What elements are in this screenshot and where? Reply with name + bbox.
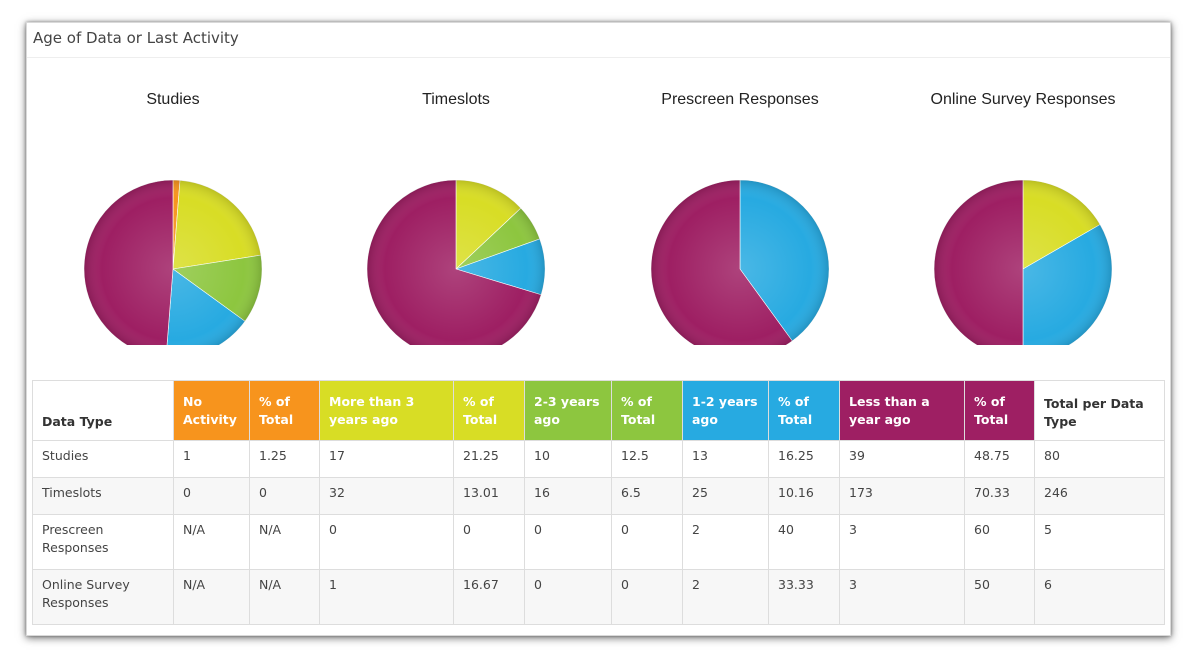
cell-no-activity: 0: [173, 477, 250, 515]
header-pct-2-3-years: % of Total: [611, 380, 683, 441]
header-pct-more-than-3: % of Total: [453, 380, 525, 441]
cell-more-than-3: 17: [319, 440, 454, 478]
header-data-type: Data Type: [32, 380, 174, 441]
header-pct-no-activity: % of Total: [249, 380, 320, 441]
age-of-data-panel: Age of Data or Last Activity Studies Tim…: [26, 22, 1171, 636]
cell-total: 246: [1034, 477, 1165, 515]
cell-data-type: Timeslots: [32, 477, 174, 515]
charts-row: Studies Timeslots Prescreen Responses On…: [27, 83, 1172, 353]
cell-2-3-years: 10: [524, 440, 612, 478]
cell-pct-less-than-1: 48.75: [964, 440, 1035, 478]
pie-studies: [83, 179, 263, 345]
header-less-than-1: Less than a year ago: [839, 380, 965, 441]
chart-title-online-survey: Online Survey Responses: [930, 91, 1116, 108]
panel-title: Age of Data or Last Activity: [27, 23, 1170, 58]
header-no-activity: No Activity: [173, 380, 250, 441]
cell-pct-less-than-1: 60: [964, 514, 1035, 570]
header-pct-less-than-1: % of Total: [964, 380, 1035, 441]
table-header-row: Data Type No Activity % of Total More th…: [32, 380, 1165, 441]
cell-2-3-years: 0: [524, 514, 612, 570]
chart-studies: Studies: [31, 83, 315, 353]
cell-less-than-1: 3: [839, 514, 965, 570]
cell-pct-more-than-3: 16.67: [453, 569, 525, 625]
cell-no-activity: N/A: [173, 569, 250, 625]
header-pct-1-2-years: % of Total: [768, 380, 840, 441]
cell-no-activity: 1: [173, 440, 250, 478]
cell-data-type: Prescreen Responses: [32, 514, 174, 570]
cell-more-than-3: 32: [319, 477, 454, 515]
cell-total: 6: [1034, 569, 1165, 625]
cell-less-than-1: 173: [839, 477, 965, 515]
cell-1-2-years: 13: [682, 440, 769, 478]
cell-pct-more-than-3: 21.25: [453, 440, 525, 478]
cell-data-type: Studies: [32, 440, 174, 478]
cell-pct-1-2-years: 40: [768, 514, 840, 570]
cell-1-2-years: 2: [682, 514, 769, 570]
cell-less-than-1: 3: [839, 569, 965, 625]
cell-no-activity: N/A: [173, 514, 250, 570]
chart-title-studies: Studies: [146, 91, 200, 108]
cell-1-2-years: 2: [682, 569, 769, 625]
pie-slice-more-than-3-years[interactable]: [172, 179, 262, 270]
cell-data-type: Online Survey Responses: [32, 569, 174, 625]
cell-pct-2-3-years: 12.5: [611, 440, 683, 478]
cell-pct-no-activity: 1.25: [249, 440, 320, 478]
age-data-table: Data Type No Activity % of Total More th…: [32, 380, 1165, 625]
cell-pct-1-2-years: 16.25: [768, 440, 840, 478]
cell-pct-2-3-years: 0: [611, 569, 683, 625]
cell-pct-2-3-years: 0: [611, 514, 683, 570]
cell-pct-more-than-3: 13.01: [453, 477, 525, 515]
cell-pct-2-3-years: 6.5: [611, 477, 683, 515]
cell-2-3-years: 16: [524, 477, 612, 515]
cell-2-3-years: 0: [524, 569, 612, 625]
header-2-3-years: 2-3 years ago: [524, 380, 612, 441]
chart-online-survey-responses: Online Survey Responses: [881, 83, 1165, 353]
cell-pct-1-2-years: 33.33: [768, 569, 840, 625]
header-total: Total per Data Type: [1034, 380, 1165, 441]
cell-pct-less-than-1: 70.33: [964, 477, 1035, 515]
cell-total: 5: [1034, 514, 1165, 570]
pie-online-survey-responses: [933, 179, 1113, 345]
header-more-than-3: More than 3 years ago: [319, 380, 454, 441]
cell-pct-no-activity: 0: [249, 477, 320, 515]
cell-pct-no-activity: N/A: [249, 514, 320, 570]
cell-1-2-years: 25: [682, 477, 769, 515]
table-row: Timeslots 0 0 32 13.01 16 6.5 25 10.16 1…: [32, 477, 1165, 515]
pie-slice-less-than-a-year[interactable]: [933, 179, 1024, 345]
table-row: Studies 1 1.25 17 21.25 10 12.5 13 16.25…: [32, 440, 1165, 478]
header-1-2-years: 1-2 years ago: [682, 380, 769, 441]
table-row: Prescreen Responses N/A N/A 0 0 0 0 2 40…: [32, 514, 1165, 570]
chart-title-prescreen: Prescreen Responses: [661, 91, 819, 108]
pie-prescreen-responses: [650, 179, 830, 345]
pie-slice-less-than-a-year[interactable]: [83, 179, 174, 345]
table-row: Online Survey Responses N/A N/A 1 16.67 …: [32, 569, 1165, 625]
cell-total: 80: [1034, 440, 1165, 478]
pie-timeslots: [366, 179, 546, 345]
chart-prescreen-responses: Prescreen Responses: [598, 83, 882, 353]
cell-pct-more-than-3: 0: [453, 514, 525, 570]
cell-pct-less-than-1: 50: [964, 569, 1035, 625]
cell-pct-no-activity: N/A: [249, 569, 320, 625]
cell-more-than-3: 0: [319, 514, 454, 570]
chart-title-timeslots: Timeslots: [422, 91, 490, 108]
cell-pct-1-2-years: 10.16: [768, 477, 840, 515]
cell-more-than-3: 1: [319, 569, 454, 625]
chart-timeslots: Timeslots: [314, 83, 598, 353]
cell-less-than-1: 39: [839, 440, 965, 478]
